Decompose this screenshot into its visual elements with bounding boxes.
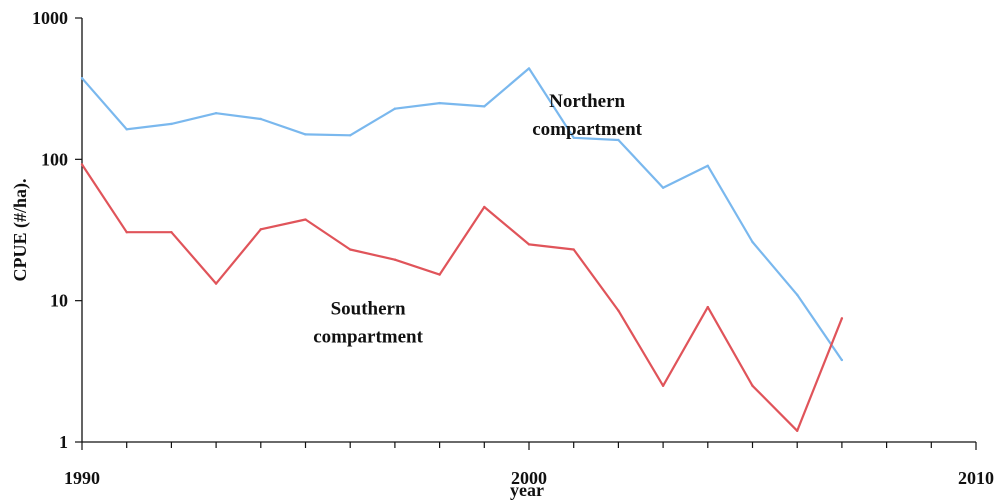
series-2-point bbox=[393, 258, 397, 261]
x-tick-label: 2000 bbox=[511, 468, 547, 488]
annotation-1-line1: Northern bbox=[549, 91, 625, 112]
series-1-point bbox=[617, 138, 620, 142]
series-2-point bbox=[527, 243, 531, 246]
series-1-point bbox=[706, 164, 709, 168]
series-1-point bbox=[751, 240, 754, 244]
x-axis-title: year bbox=[510, 480, 544, 500]
series-2-point bbox=[706, 305, 709, 309]
y-axis-title: CPUE (#/ha). bbox=[10, 179, 31, 282]
series-2-point bbox=[751, 384, 754, 387]
x-tick-label: 1990 bbox=[64, 468, 100, 488]
series-2-point bbox=[617, 309, 620, 312]
annotation-layer: Northern compartment Southern compartment bbox=[313, 91, 642, 347]
y-tick-label: 1 bbox=[59, 432, 68, 452]
series-2-point bbox=[125, 231, 128, 234]
series-2-point bbox=[840, 317, 844, 320]
series-layer bbox=[80, 67, 844, 433]
series-2-point bbox=[304, 218, 307, 221]
series-1-point bbox=[125, 128, 128, 131]
series-2-point bbox=[349, 248, 352, 251]
series-2-point bbox=[80, 163, 84, 166]
axes bbox=[81, 18, 976, 443]
series-2-point bbox=[170, 231, 173, 234]
series-1-point bbox=[661, 186, 665, 189]
y-tick-label: 100 bbox=[41, 149, 68, 169]
annotation-1-line2: compartment bbox=[532, 119, 642, 140]
series-2-point bbox=[483, 205, 486, 209]
series-1-point bbox=[80, 77, 84, 80]
series-1-point bbox=[259, 117, 262, 121]
series-2-point bbox=[572, 248, 575, 251]
series-1-point bbox=[796, 293, 799, 297]
series-2-point bbox=[214, 282, 218, 285]
series-line-1 bbox=[81, 67, 843, 361]
x-minor-ticks bbox=[81, 442, 977, 450]
series-1-point bbox=[393, 107, 397, 110]
y-ticks bbox=[75, 17, 82, 443]
series-1-point bbox=[170, 122, 173, 126]
y-tick-label: 1000 bbox=[32, 8, 68, 28]
annotation-2-line1: Southern bbox=[331, 298, 406, 319]
x-tick-label: 2010 bbox=[958, 468, 994, 488]
series-1-point bbox=[349, 134, 352, 137]
series-line-2 bbox=[81, 163, 843, 432]
series-1-point bbox=[483, 105, 486, 108]
series-1-point bbox=[438, 101, 441, 105]
tick-labels: 1 10 100 1000 1990 2000 2010 bbox=[32, 8, 994, 488]
y-tick-label: 10 bbox=[50, 291, 68, 311]
series-1-point bbox=[840, 358, 844, 362]
annotation-2-line2: compartment bbox=[313, 326, 423, 347]
series-2-point bbox=[661, 384, 665, 387]
series-1-point bbox=[572, 136, 575, 140]
series-1-point bbox=[304, 133, 307, 136]
series-2-point bbox=[796, 429, 799, 433]
series-2-point bbox=[259, 228, 262, 231]
series-2-point bbox=[438, 273, 441, 276]
series-1-point bbox=[214, 112, 218, 115]
series-1-point bbox=[527, 67, 531, 70]
